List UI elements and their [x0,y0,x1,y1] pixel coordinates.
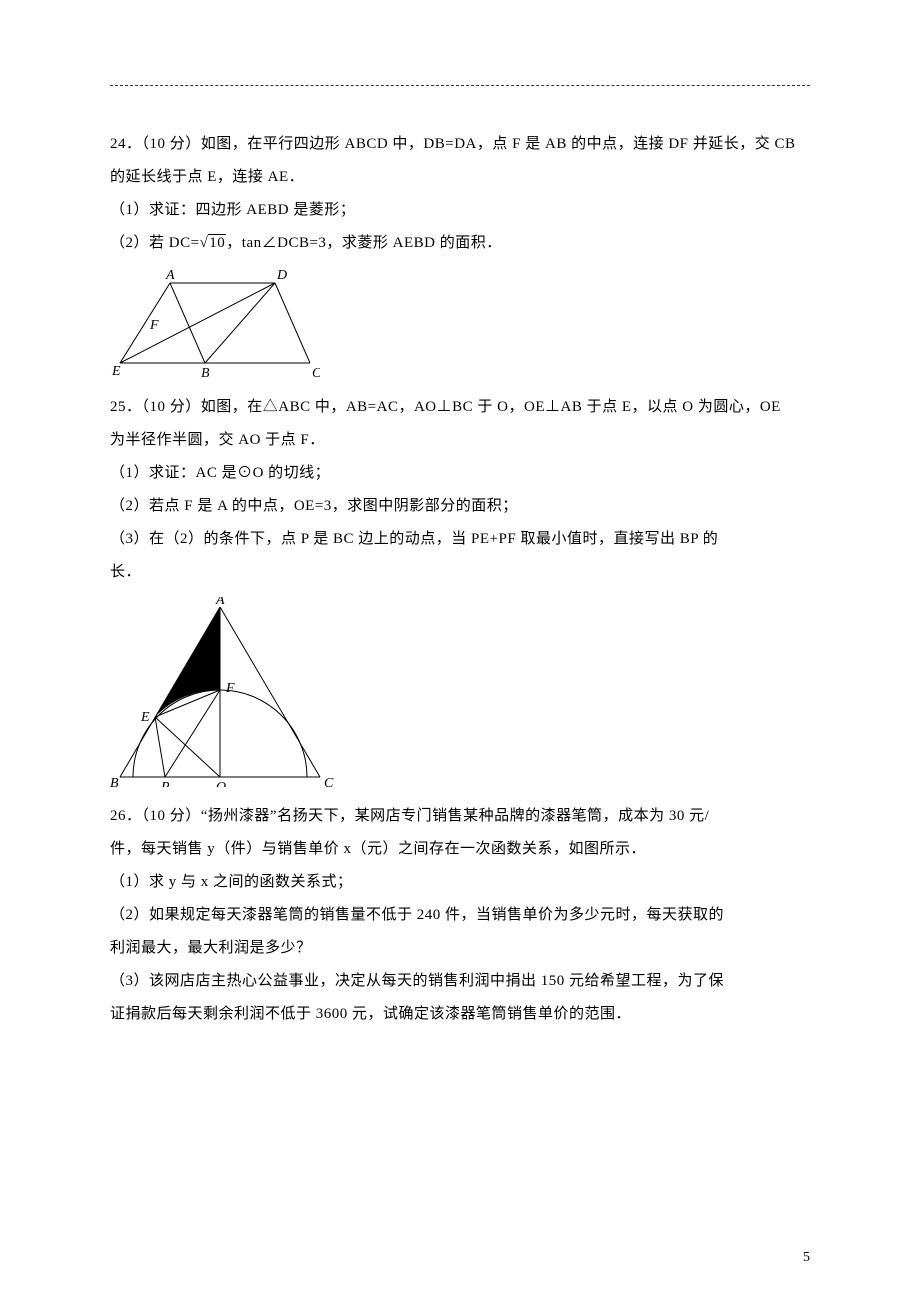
q26-sub2b: 利润最大，最大利润是多少？ [110,932,810,965]
svg-text:C: C [312,366,320,378]
q25-sub3b: 长． [110,556,810,589]
svg-text:P: P [160,780,170,787]
q24-sub2: （2）若 DC=√10，tan∠DCB=3，求菱形 AEBD 的面积． [110,227,810,260]
sqrt-icon: √10 [200,227,227,260]
q26-sub3: （3）该网店店主热心公益事业，决定从每天的销售利润中捐出 150 元给希望工程，… [110,965,810,998]
q26-sub2: （2）如果规定每天漆器笔筒的销售量不低于 240 件，当销售单价为多少元时，每天… [110,899,810,932]
q25-line1: 25．（10 分）如图，在△ABC 中，AB=AC，AO⊥BC 于 O，OE⊥A… [110,391,810,424]
q24-sub1: （1）求证：四边形 AEBD 是菱形； [110,194,810,227]
svg-text:O: O [216,780,226,787]
q24-line1: 24．（10 分）如图，在平行四边形 ABCD 中，DB=DA，点 F 是 AB… [110,128,810,161]
svg-text:D: D [276,268,287,283]
q24-sqrt-val: 10 [208,234,226,251]
q24-line2: 的延长线于点 E，连接 AE． [110,161,810,194]
svg-text:A: A [215,597,225,608]
q26-line1: 26．（10 分）“扬州漆器”名扬天下，某网店专门销售某种品牌的漆器笔筒，成本为… [110,800,810,833]
svg-text:A: A [165,268,175,283]
svg-text:C: C [324,776,334,787]
svg-text:E: E [111,364,121,378]
horizontal-rule [110,85,810,86]
q24-sub2b: ，tan∠DCB=3，求菱形 AEBD 的面积． [226,235,501,251]
svg-text:B: B [201,366,210,378]
q26-sub1: （1）求 y 与 x 之间的函数关系式； [110,866,810,899]
svg-text:E: E [140,710,150,725]
q24-figure: A D E B C F [110,268,810,383]
q25-sub3: （3）在（2）的条件下，点 P 是 BC 边上的动点，当 PE+PF 取最小值时… [110,523,810,556]
svg-text:F: F [149,318,159,333]
page-number: 5 [803,1250,810,1266]
svg-text:B: B [110,776,119,787]
svg-text:F: F [225,681,235,696]
q25-line2: 为半径作半圆，交 AO 于点 F． [110,424,810,457]
q26-sub3b: 证捐款后每天剩余利润不低于 3600 元，试确定该漆器笔筒销售单价的范围． [110,998,810,1031]
q25-sub2: （2）若点 F 是 A 的中点，OE=3，求图中阴影部分的面积； [110,490,810,523]
q26-line2: 件，每天销售 y（件）与销售单价 x（元）之间存在一次函数关系，如图所示． [110,833,810,866]
q25-sub1: （1）求证：AC 是⊙O 的切线； [110,457,810,490]
q25-figure: A B C O P E F [110,597,810,792]
q24-sub2a: （2）若 DC= [110,235,200,251]
